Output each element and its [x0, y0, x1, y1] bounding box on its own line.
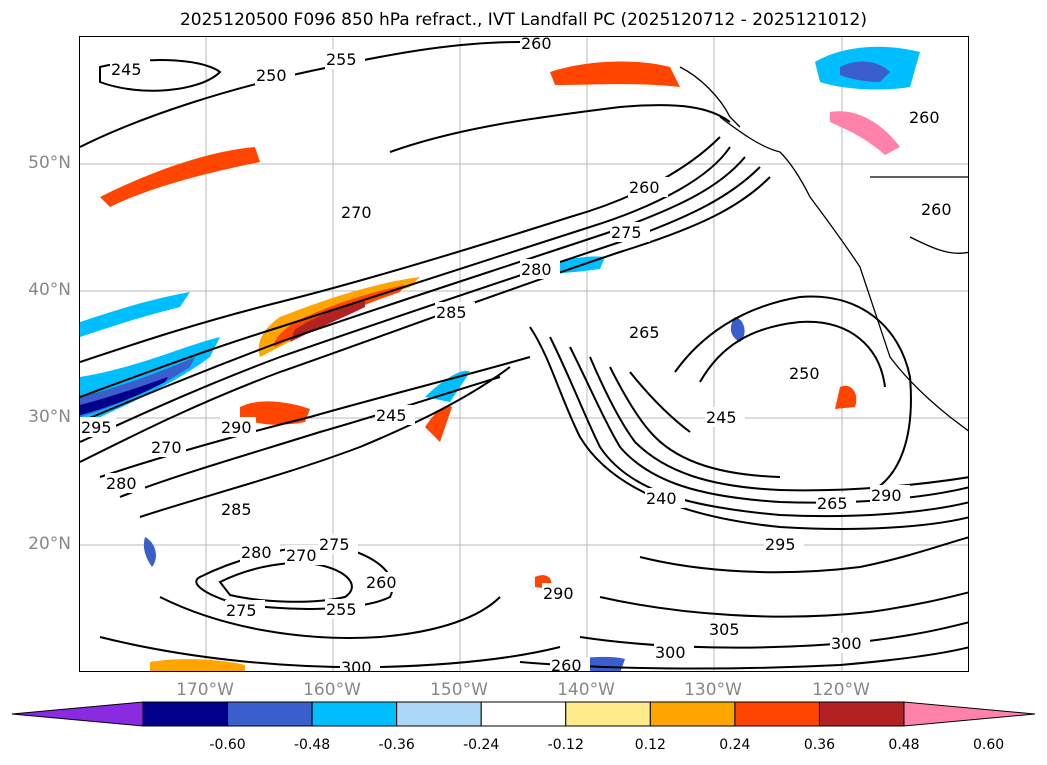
contour-label: 300 [341, 658, 372, 672]
colorbar-extend-low [11, 701, 144, 727]
colorbar-tick-label: -0.48 [293, 737, 331, 753]
contour-label: 270 [151, 438, 182, 457]
colorbar-tick-label: 0.12 [634, 737, 666, 753]
colorbar-tick-label: -0.12 [547, 737, 584, 753]
map-title: 2025120500 F096 850 hPa refract., IVT La… [179, 10, 867, 30]
contour-label: 300 [831, 634, 862, 653]
contour-label: 255 [326, 600, 357, 619]
graticule [80, 37, 968, 671]
colorbar-tick-label: -0.60 [209, 737, 246, 753]
contour-label: 245 [111, 60, 142, 79]
contour-label: 290 [221, 418, 252, 437]
contour-label: 270 [341, 203, 372, 222]
contour-label: 280 [106, 474, 137, 493]
contour-label: 260 [551, 656, 582, 672]
lat-label: 20°N [28, 534, 71, 554]
colorbar-segment [734, 701, 820, 727]
contour-label: 300 [655, 643, 686, 662]
coastlines [679, 66, 968, 432]
map-panel: 245 250 255 260 260 260 260 265 270 275 … [79, 36, 969, 672]
contour-label: 245 [706, 408, 737, 427]
contour-label: 260 [521, 37, 552, 53]
contour-label: 260 [921, 200, 952, 219]
contour-label: 260 [629, 178, 660, 197]
contour-label: 260 [366, 573, 397, 592]
contour-label: 275 [226, 601, 257, 620]
contour-label: 295 [765, 535, 796, 554]
colorbar [11, 701, 1036, 727]
colorbar-tick-label: 0.24 [719, 737, 751, 753]
colorbar-segment [396, 701, 482, 727]
contour-label: 275 [319, 535, 350, 554]
colorbar-segment [142, 701, 229, 727]
contour-label: 285 [436, 303, 467, 322]
colorbar-segment [480, 701, 567, 727]
colorbar-segment [311, 701, 398, 727]
contour-label: 290 [543, 584, 574, 603]
colorbar-tick-label: 0.36 [803, 737, 836, 753]
contour-label: 250 [789, 364, 820, 383]
lat-label: 30°N [28, 407, 71, 427]
contour-label: 280 [241, 543, 272, 562]
contour-label: 295 [81, 418, 112, 437]
colorbar-segment [649, 701, 736, 727]
contour-label: 250 [256, 66, 287, 85]
colorbar-segment [818, 701, 905, 727]
colorbar-tick-label: -0.36 [378, 737, 415, 753]
contour-label: 260 [909, 108, 940, 127]
colorbar-segment [565, 701, 651, 727]
contour-labels: 245 250 255 260 260 260 260 265 270 275 … [80, 37, 960, 672]
contour-label: 305 [709, 620, 740, 639]
contour-label: 270 [286, 546, 317, 565]
colorbar-tick-label: 0.60 [972, 737, 1005, 753]
lon-label: 170°W [176, 680, 234, 700]
lon-label: 140°W [557, 680, 615, 700]
contour-label: 290 [871, 486, 902, 505]
contour-label: 265 [629, 323, 660, 342]
lat-label: 40°N [28, 280, 71, 300]
contour-label: 280 [521, 260, 552, 279]
lat-label: 50°N [28, 153, 71, 173]
contour-label: 245 [376, 406, 407, 425]
contour-label: 240 [646, 489, 677, 508]
contour-label: 285 [221, 500, 252, 519]
contour-label: 255 [326, 50, 357, 69]
colorbar-segment [227, 701, 313, 727]
lon-label: 160°W [303, 680, 361, 700]
map-canvas: 245 250 255 260 260 260 260 265 270 275 … [80, 37, 968, 672]
colorbar-tick-label: 0.48 [888, 737, 920, 753]
contour-lines [80, 41, 968, 670]
colorbar-extend-high [903, 701, 1036, 727]
lon-label: 120°W [812, 680, 870, 700]
shaded-anomalies [80, 46, 920, 671]
colorbar-tick-label: -0.24 [463, 737, 500, 753]
contour-label: 275 [611, 223, 642, 242]
lon-label: 150°W [430, 680, 488, 700]
lon-label: 130°W [684, 680, 742, 700]
contour-label: 265 [817, 494, 848, 513]
